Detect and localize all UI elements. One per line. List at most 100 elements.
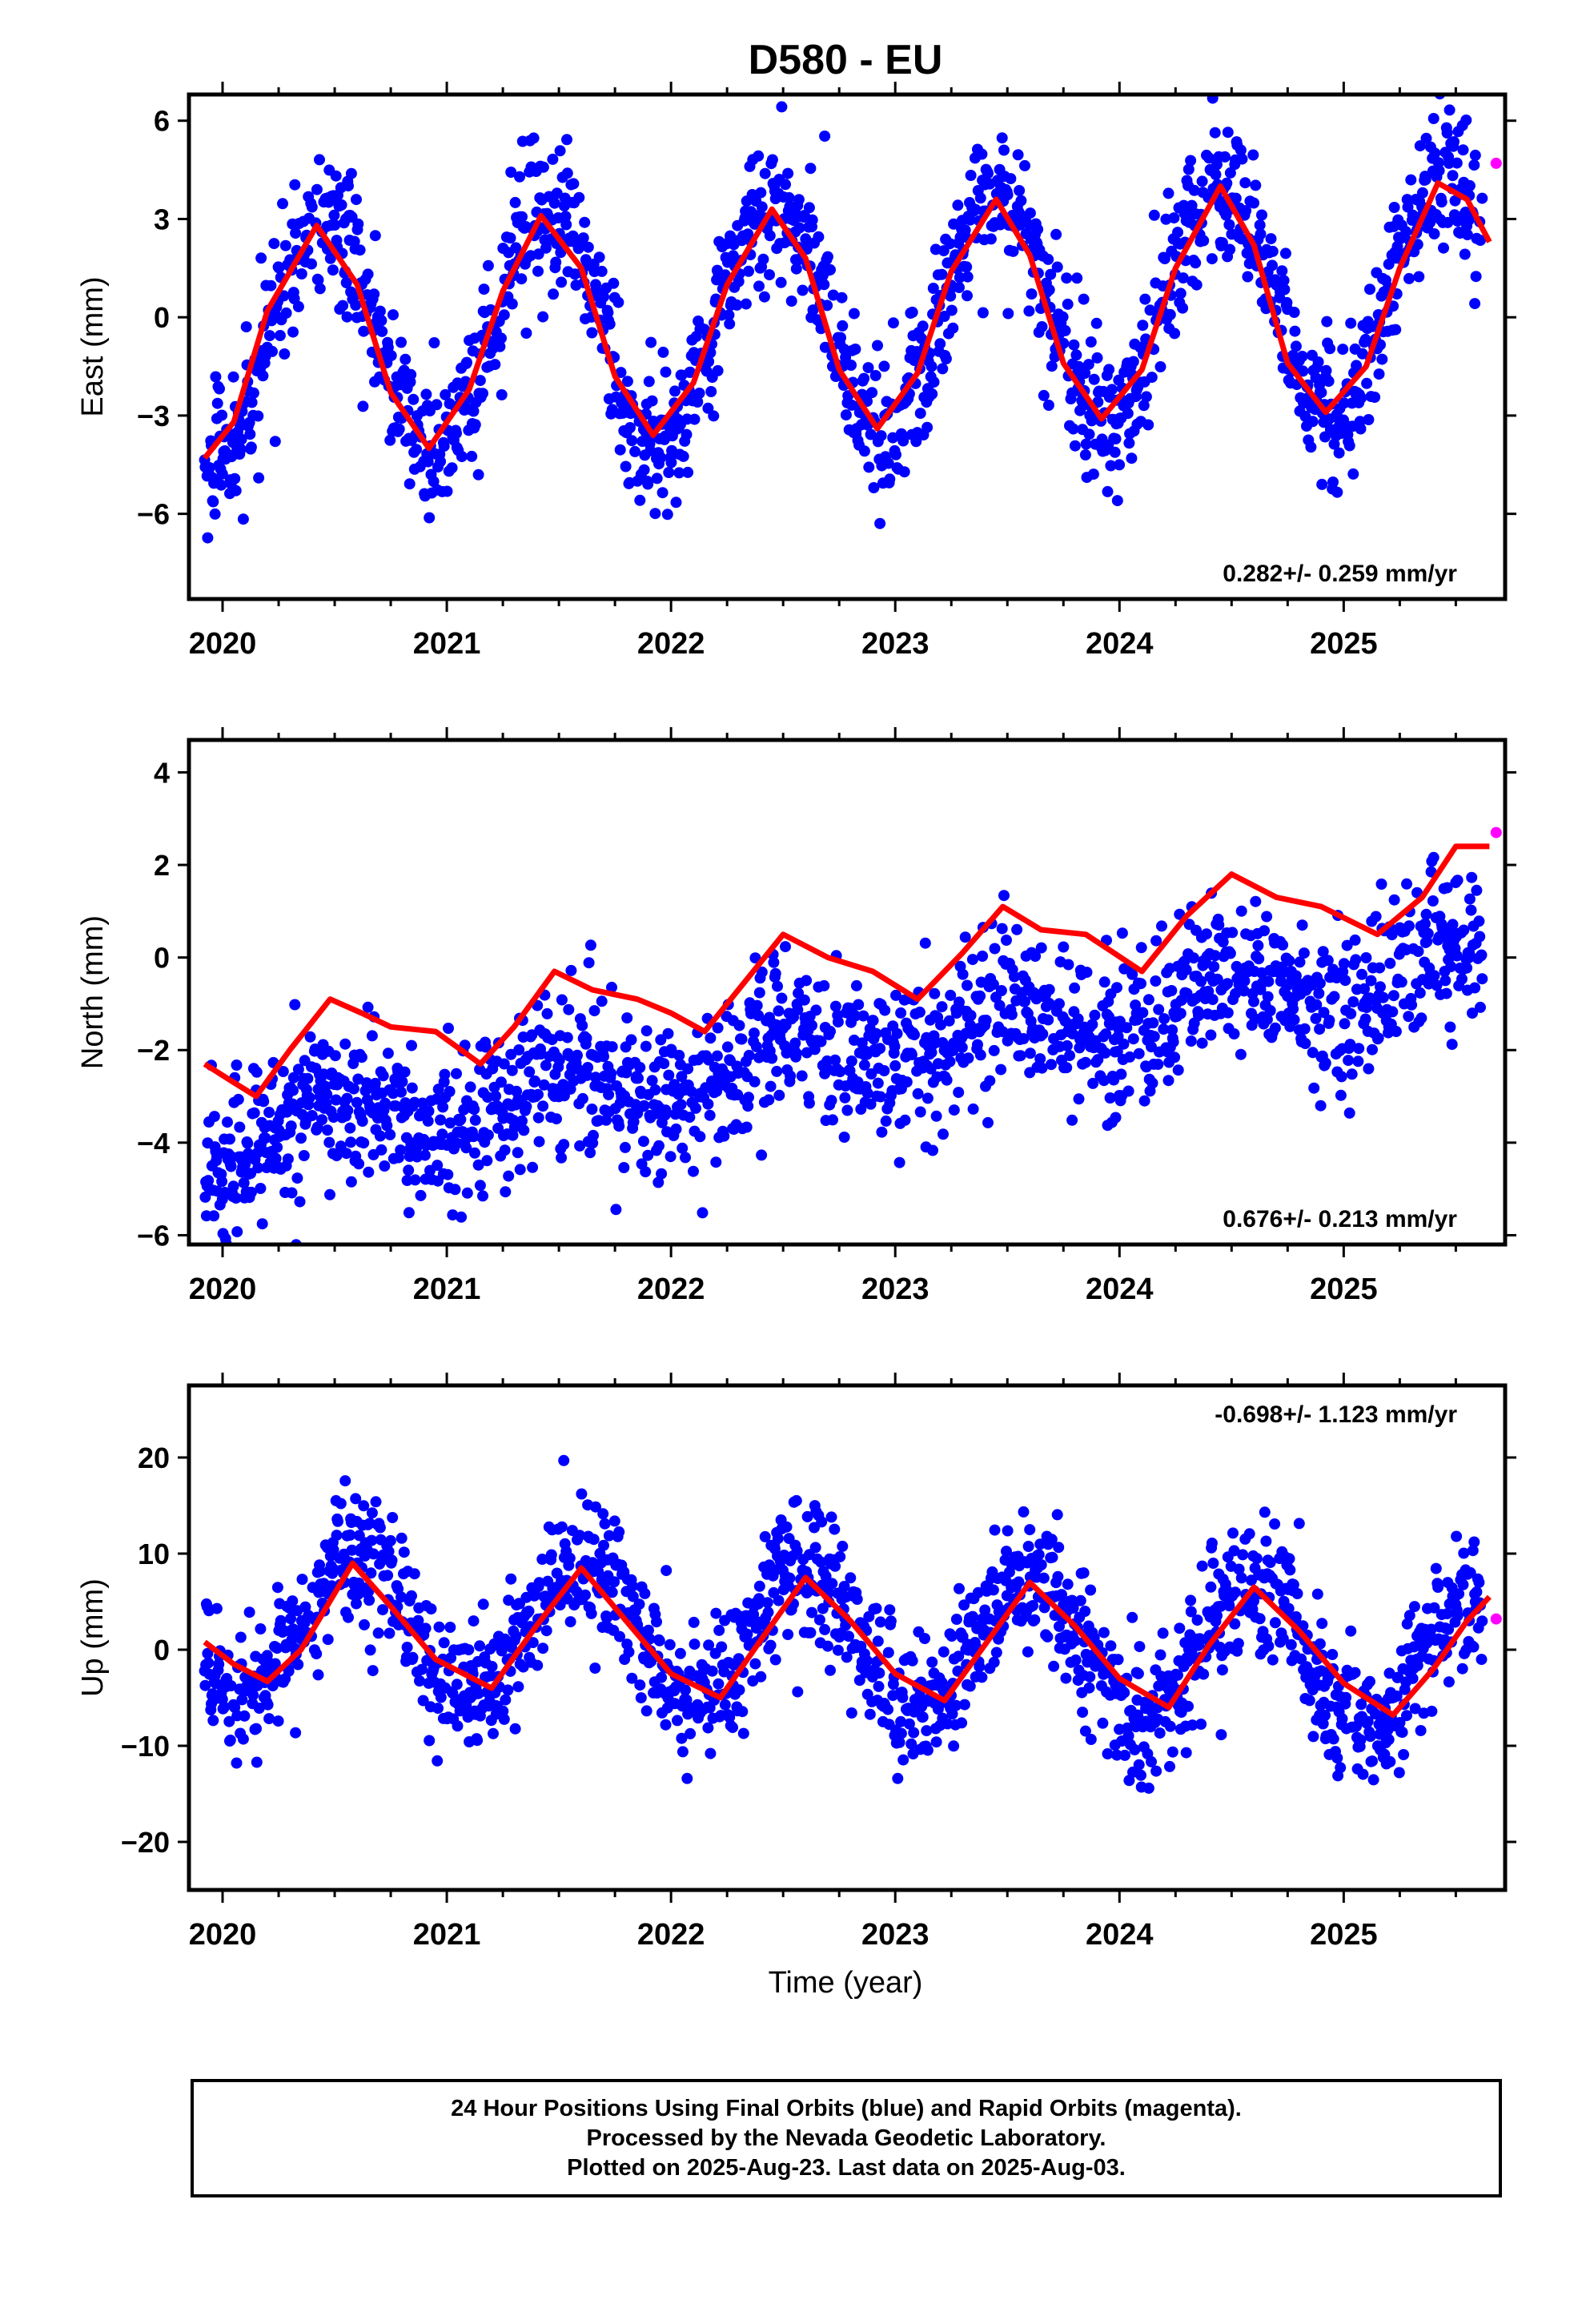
final-orbit-point [1475, 1001, 1486, 1013]
final-orbit-point [657, 346, 669, 358]
final-orbit-point [982, 1116, 994, 1128]
final-orbit-point [772, 1533, 784, 1545]
final-orbit-point [1194, 1008, 1206, 1020]
final-orbit-point [208, 1210, 220, 1222]
final-orbit-point [472, 1687, 484, 1699]
final-orbit-point [537, 1100, 549, 1112]
final-orbit-point [584, 939, 596, 951]
final-orbit-point [1401, 1618, 1413, 1630]
final-orbit-point [540, 1059, 552, 1072]
final-orbit-point [645, 336, 657, 348]
final-orbit-point [1168, 212, 1180, 224]
final-orbit-point [1364, 1675, 1375, 1687]
final-orbit-point [857, 1010, 869, 1022]
final-orbit-point [848, 308, 860, 320]
final-orbit-point [912, 1088, 924, 1100]
final-orbit-point [628, 1116, 640, 1128]
final-orbit-point [1116, 927, 1128, 939]
final-orbit-point [1453, 1588, 1465, 1600]
final-orbit-point [199, 1191, 211, 1203]
final-orbit-point [1261, 911, 1273, 923]
final-orbit-point [245, 441, 257, 453]
final-orbit-point [431, 1093, 443, 1105]
final-orbit-point [1314, 977, 1326, 989]
final-orbit-point [1441, 882, 1453, 894]
final-orbit-point [625, 1034, 637, 1046]
final-orbit-point [1339, 975, 1351, 987]
final-orbit-point [314, 154, 325, 166]
final-orbit-point [934, 338, 946, 350]
final-orbit-point [1046, 1551, 1058, 1563]
final-orbit-point [1336, 1713, 1348, 1725]
final-orbit-point [1419, 174, 1431, 186]
final-orbit-point [1440, 987, 1452, 999]
final-orbit-point [653, 1140, 665, 1152]
final-orbit-point [1102, 485, 1114, 497]
final-orbit-point [819, 131, 831, 142]
final-orbit-point [1166, 985, 1178, 996]
model-fit-line [203, 843, 1490, 1100]
final-orbit-point [676, 1732, 688, 1744]
final-orbit-point [998, 144, 1010, 156]
final-orbit-point [321, 1088, 333, 1100]
final-orbit-point [512, 1147, 524, 1159]
final-orbit-point [243, 1606, 255, 1618]
final-orbit-point [669, 385, 681, 397]
final-orbit-point [704, 1109, 716, 1121]
final-orbit-point [604, 318, 616, 330]
x-tick-label: 2025 [1310, 1918, 1378, 1952]
final-orbit-point [773, 1005, 785, 1017]
final-orbit-point [1142, 1782, 1154, 1794]
final-orbit-point [1079, 368, 1091, 379]
final-orbit-point [897, 435, 909, 447]
final-orbit-point [858, 372, 870, 384]
final-orbit-point [1062, 298, 1074, 310]
final-orbit-point [1062, 1578, 1074, 1590]
final-orbit-point [766, 154, 778, 166]
final-orbit-point [956, 1717, 968, 1729]
final-orbit-point [377, 1604, 388, 1616]
final-orbit-point [400, 353, 412, 365]
y-tick-label: −3 [137, 400, 170, 432]
final-orbit-point [1042, 1014, 1054, 1026]
final-orbit-point [680, 1152, 691, 1164]
final-orbit-point [1362, 1715, 1374, 1727]
final-orbit-point [832, 1016, 844, 1028]
final-orbit-point [1346, 1068, 1358, 1080]
final-orbit-point [1035, 1559, 1047, 1570]
final-orbit-point [405, 368, 417, 380]
final-orbit-point [277, 198, 288, 210]
final-orbit-point [1232, 1638, 1244, 1650]
final-orbit-point [330, 170, 342, 182]
final-orbit-point [1196, 1037, 1208, 1049]
final-orbit-point [1233, 1563, 1245, 1575]
x-tick-label: 2023 [861, 627, 930, 661]
final-orbit-point [227, 1180, 239, 1192]
final-orbit-point [447, 1687, 459, 1699]
final-orbit-point [461, 356, 472, 368]
final-orbit-point [551, 1113, 562, 1125]
final-orbit-point [803, 202, 815, 214]
final-orbit-point [287, 1072, 299, 1084]
final-orbit-point [1154, 361, 1166, 372]
caption-line-2: Processed by the Nevada Geodetic Laborat… [586, 2125, 1106, 2151]
final-orbit-point [798, 994, 810, 1006]
final-orbit-point [456, 1211, 468, 1223]
final-orbit-point [1062, 959, 1074, 971]
final-orbit-point [724, 318, 736, 330]
final-orbit-point [1102, 1748, 1114, 1759]
final-orbit-point [663, 1069, 675, 1081]
final-orbit-point [719, 1699, 731, 1711]
final-orbit-point [1229, 1618, 1241, 1630]
final-orbit-point [1078, 293, 1090, 305]
final-orbit-point [810, 1004, 822, 1016]
final-orbit-point [662, 1027, 674, 1039]
y-tick-label: 10 [138, 1538, 170, 1570]
final-orbit-point [771, 1065, 783, 1077]
final-orbit-point [964, 1019, 976, 1031]
final-orbit-point [1085, 1584, 1097, 1596]
final-orbit-point [379, 1097, 391, 1109]
final-orbit-point [1377, 991, 1389, 1003]
final-orbit-point [1316, 1618, 1328, 1630]
final-orbit-point [825, 1025, 836, 1037]
